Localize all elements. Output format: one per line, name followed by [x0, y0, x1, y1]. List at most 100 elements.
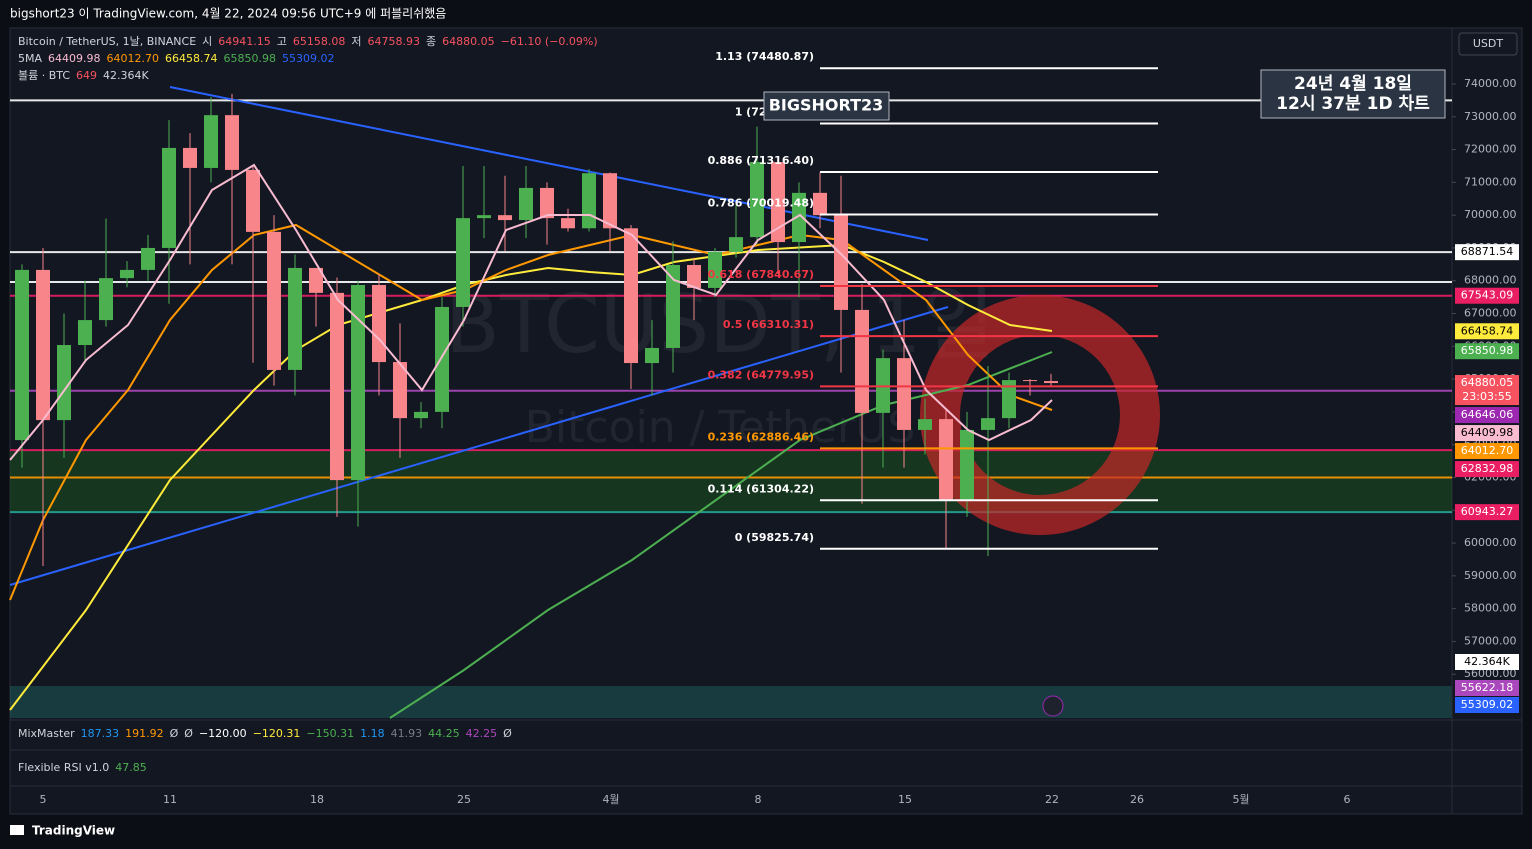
legend-item: Ø: [170, 727, 179, 740]
alert-icon[interactable]: [1042, 695, 1064, 717]
legend-item: 64758.93: [368, 35, 421, 48]
legend-item: 종: [426, 35, 436, 48]
price-badge-label: 64646.06: [1461, 408, 1514, 421]
legend-item: Bitcoin / TetherUS, 1날, BINANCE: [18, 35, 196, 48]
candle-body: [477, 215, 491, 219]
candle-body: [225, 115, 239, 170]
candle-body: [162, 147, 176, 248]
candle-body: [855, 309, 869, 413]
price-badge: [1455, 244, 1519, 261]
legend-item: 64941.15: [218, 35, 271, 48]
price-badge-label: 64409.98: [1461, 426, 1514, 439]
fib-label: 1.13 (74480.87): [715, 50, 814, 63]
publish-info: bigshort23 이 TradingView.com, 4월 22, 202…: [10, 7, 446, 21]
volume-badge-label: 55622.18: [1461, 681, 1514, 694]
candle-body: [99, 278, 113, 321]
price-tick-label: 67000.00: [1464, 307, 1517, 320]
volume-badge: [1455, 680, 1519, 696]
ma-line: [9, 243, 1053, 711]
date-label: 5: [40, 793, 47, 806]
price-badge-label: 64012.70: [1461, 444, 1514, 457]
date-label: 15: [898, 793, 912, 806]
date-label: 6: [1344, 793, 1351, 806]
candle-body: [582, 173, 596, 229]
candle-body: [813, 192, 827, 216]
candle-body: [309, 267, 323, 293]
legend-item: 55309.02: [282, 52, 335, 65]
legend-item: 649: [76, 69, 97, 82]
legend-item: 44.25: [428, 727, 460, 740]
legend-item: Ø: [184, 727, 193, 740]
candle-body: [141, 247, 155, 270]
fib-label: 0.5 (66310.31): [723, 318, 814, 331]
volume-badge: [1455, 654, 1519, 670]
price-badge-label: 62832.98: [1461, 462, 1514, 475]
candle-body: [918, 419, 932, 430]
price-tick-label: 56000.00: [1464, 667, 1517, 680]
volume-badge-label: 42.364K: [1464, 655, 1510, 668]
date-label: 18: [310, 793, 324, 806]
legend-item: 42.364K: [103, 69, 149, 82]
candle-body: [372, 285, 386, 363]
date-label: 11: [163, 793, 177, 806]
legend-item: 64012.70: [107, 52, 160, 65]
price-tick-label: 70000.00: [1464, 208, 1517, 221]
date-label: 5월: [1232, 793, 1249, 806]
legend-item: 볼륨 · BTC: [18, 69, 70, 82]
candle-body: [120, 269, 134, 279]
currency-button[interactable]: [1458, 32, 1518, 56]
candle-body: [750, 162, 764, 238]
candle-body: [57, 345, 71, 421]
legend-item: 65158.08: [293, 35, 346, 48]
candle-body: [834, 215, 848, 310]
ma-line: [9, 223, 1053, 601]
candle-body: [414, 411, 428, 419]
price-tick-label: 58000.00: [1464, 602, 1517, 615]
date-label: 22: [1045, 793, 1059, 806]
candle-body: [183, 147, 197, 168]
candle-body: [204, 115, 218, 168]
author-box: [763, 91, 890, 121]
volume-badge-label: 55309.02: [1461, 698, 1514, 711]
ma-line: [389, 351, 1053, 719]
fib-label: 0.786 (70019.48): [708, 197, 814, 210]
price-badge: [1455, 343, 1519, 360]
fib-label: 0.382 (64779.95): [708, 368, 814, 381]
legend-item: Ø: [503, 727, 512, 740]
footer-brand: TradingView: [32, 824, 115, 838]
candle-body: [246, 169, 260, 232]
price-tick-label: 60000.00: [1464, 536, 1517, 549]
price-tick-label: 57000.00: [1464, 634, 1517, 647]
support-zone: [10, 450, 1452, 513]
candle-body: [561, 218, 575, 229]
candle-body: [393, 362, 407, 419]
date-label: 25: [457, 793, 471, 806]
candle-body: [519, 187, 533, 221]
highlight-circle: [920, 295, 1160, 535]
legend-item: 저: [351, 35, 361, 48]
legend-item: 5MA: [18, 52, 42, 65]
price-tick-label: 73000.00: [1464, 110, 1517, 123]
price-badge-label: 66458.74: [1461, 324, 1514, 337]
candle-body: [897, 358, 911, 430]
legend-item: 1.18: [360, 727, 385, 740]
legend-item: 42.25: [466, 727, 498, 740]
legend-item: −150.31: [306, 727, 354, 740]
fib-label: 0 (59825.74): [735, 531, 814, 544]
legend-item: 고: [277, 35, 287, 48]
candle-body: [78, 320, 92, 346]
currency-label[interactable]: USDT: [1473, 37, 1504, 50]
legend-item: −120.31: [253, 727, 301, 740]
candle-body: [1002, 380, 1016, 419]
legend-item: 64880.05: [442, 35, 495, 48]
price-badge: [1455, 443, 1519, 460]
date-label: 4월: [602, 793, 619, 806]
price-tick-label: 71000.00: [1464, 175, 1517, 188]
tv-logo: [10, 825, 24, 835]
legend-item: 191.92: [125, 727, 164, 740]
watermark-name: Bitcoin / TetherUS: [525, 402, 916, 453]
legend-item: Flexible RSI v1.0: [18, 761, 109, 774]
price-badge: [1455, 407, 1519, 424]
legend-item: 64409.98: [48, 52, 101, 65]
